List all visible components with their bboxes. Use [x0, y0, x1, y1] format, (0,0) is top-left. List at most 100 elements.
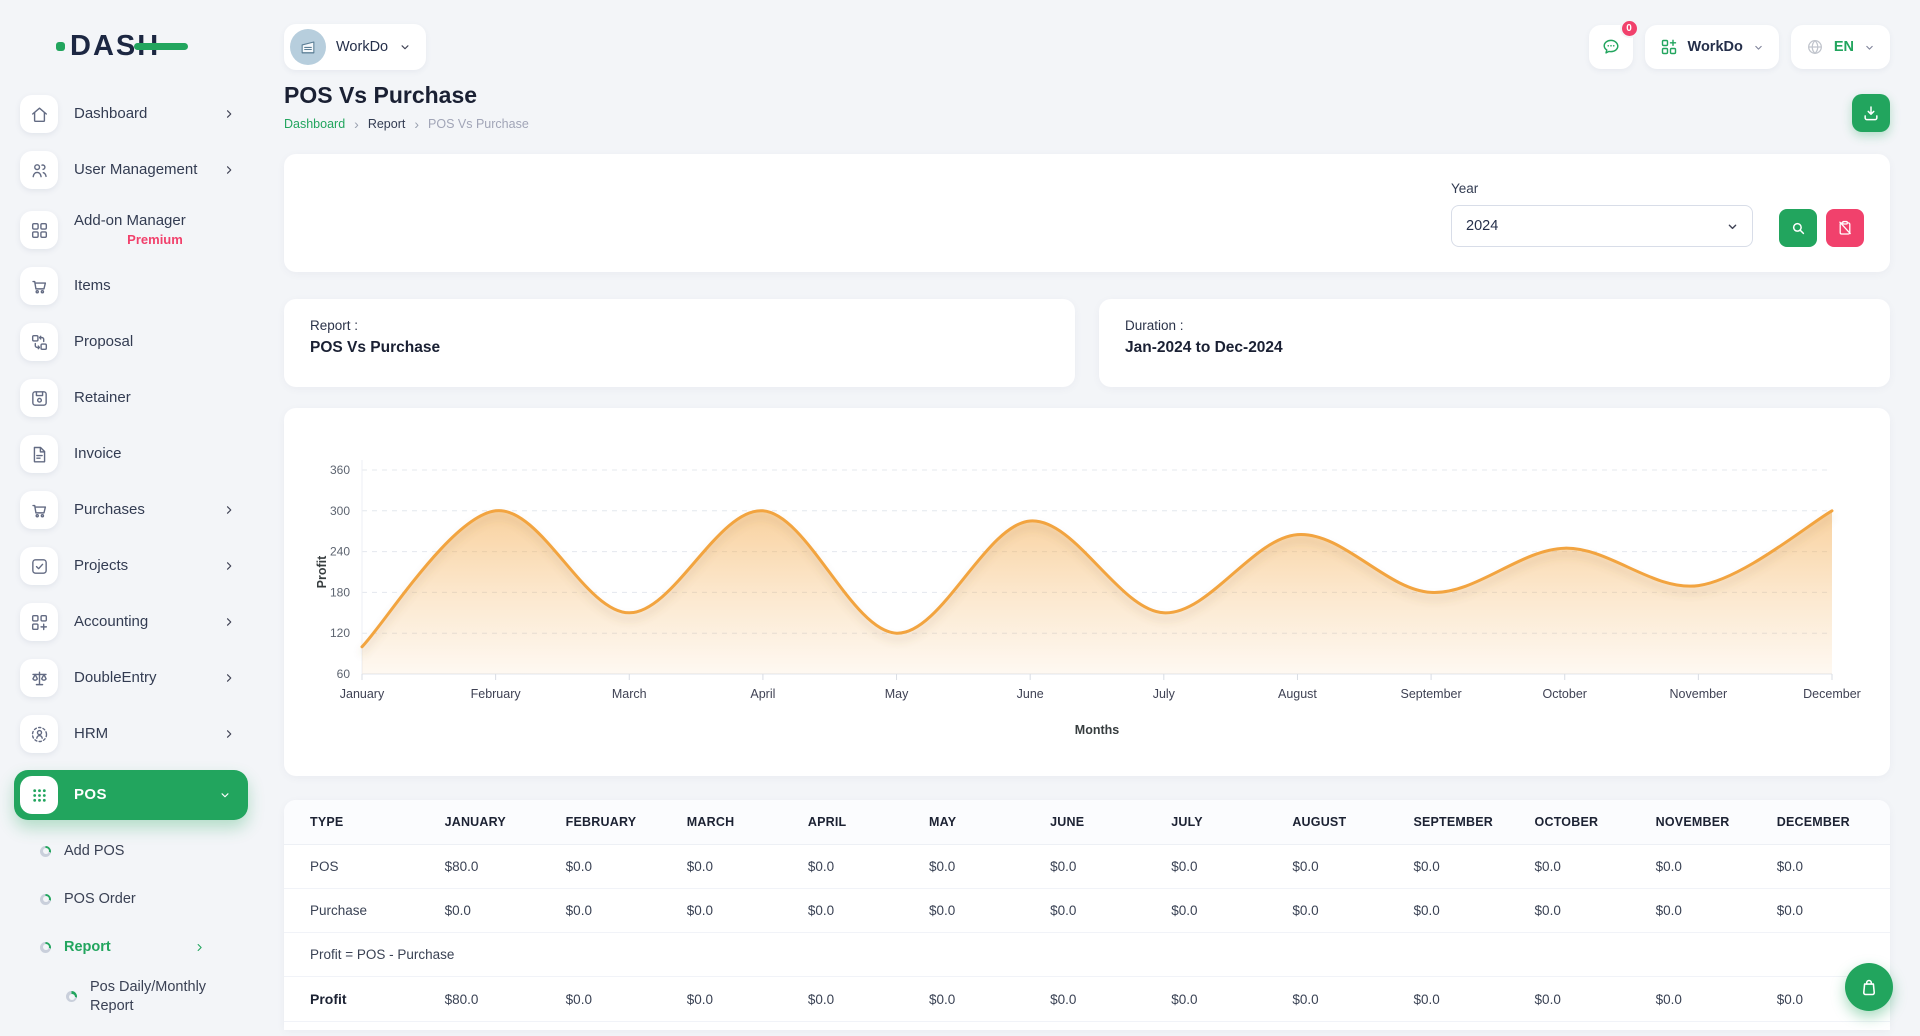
sidebar-item-dashboard[interactable]: Dashboard [16, 94, 246, 134]
table-row-purchase: Purchase$0.0$0.0$0.0$0.0$0.0$0.0$0.0$0.0… [284, 889, 1890, 933]
cell-value: $0.0 [1527, 977, 1648, 1022]
language-button[interactable]: EN [1791, 25, 1890, 69]
page-header: POS Vs Purchase Dashboard › Report › POS… [284, 82, 1890, 132]
pos-cart-fab[interactable] [1845, 963, 1893, 1011]
reset-filter-button[interactable] [1826, 209, 1864, 247]
messages-badge: 0 [1620, 19, 1639, 38]
svg-text:July: July [1153, 687, 1176, 701]
cart-icon [20, 491, 58, 529]
column-header: SEPTEMBER [1405, 800, 1526, 845]
column-header: NOVEMBER [1648, 800, 1769, 845]
messages-button[interactable]: 0 [1589, 25, 1633, 69]
breadcrumb-report-link[interactable]: Report [368, 117, 406, 131]
table-row-profit: Profit$80.0$0.0$0.0$0.0$0.0$0.0$0.0$0.0$… [284, 977, 1890, 1022]
sidebar-item-report[interactable]: Report [40, 930, 246, 964]
cell-value: $0.0 [1405, 889, 1526, 933]
chevron-down-icon [398, 40, 412, 54]
year-filter-group: Year 2024 [1451, 181, 1753, 247]
sidebar-item-add-on-manager[interactable]: Add-on ManagerPremium [16, 206, 246, 254]
column-header: OCTOBER [1527, 800, 1648, 845]
cell-value: $0.0 [1405, 977, 1526, 1022]
workspace-switcher[interactable]: WorkDo [284, 24, 426, 70]
globe-icon [1805, 37, 1825, 57]
chevron-right-icon [222, 107, 236, 121]
row-label: POS [284, 845, 437, 889]
svg-text:180: 180 [330, 585, 350, 599]
cell-value: $0.0 [1405, 845, 1526, 889]
sidebar-item-label: POS [74, 786, 202, 804]
svg-text:January: January [340, 687, 385, 701]
sidebar-item-label: Projects [74, 557, 206, 575]
svg-text:Months: Months [1075, 723, 1119, 737]
cell-value: $0.0 [1648, 889, 1769, 933]
svg-text:May: May [885, 687, 909, 701]
sidebar-item-pos-daily-monthly-report[interactable]: Pos Daily/Monthly Report [66, 978, 236, 1016]
svg-text:Profit: Profit [315, 555, 329, 588]
breadcrumb: Dashboard › Report › POS Vs Purchase [284, 117, 529, 131]
svg-text:360: 360 [330, 463, 350, 477]
search-icon [1789, 219, 1807, 237]
apps-icon [20, 211, 58, 249]
row-label: Purchase [284, 889, 437, 933]
breadcrumb-separator-icon: › [354, 117, 359, 131]
svg-text:November: November [1670, 687, 1728, 701]
apps-button[interactable]: WorkDo [1645, 25, 1779, 69]
cell-value: $0.0 [1527, 845, 1648, 889]
chevron-right-icon [222, 503, 236, 517]
column-header: MARCH [679, 800, 800, 845]
table-header-row: TYPEJANUARYFEBRUARYMARCHAPRILMAYJUNEJULY… [284, 800, 1890, 845]
column-header: JUNE [1042, 800, 1163, 845]
sidebar-item-doubleentry[interactable]: DoubleEntry [16, 658, 246, 698]
search-button[interactable] [1779, 209, 1817, 247]
sidebar-item-pos[interactable]: POS [14, 770, 248, 820]
row-label: Profit [284, 977, 437, 1022]
cell-value: $0.0 [558, 845, 679, 889]
scale-icon [20, 659, 58, 697]
sidebar-item-label: HRM [74, 725, 206, 743]
duration-card: Duration : Jan-2024 to Dec-2024 [1099, 299, 1890, 387]
sidebar-item-pos-order[interactable]: POS Order [40, 882, 246, 916]
breadcrumb-current: POS Vs Purchase [428, 117, 529, 131]
brand-logo[interactable]: DASH [56, 28, 206, 64]
svg-text:120: 120 [330, 626, 350, 640]
summary-cards-row: Report : POS Vs Purchase Duration : Jan-… [284, 299, 1890, 387]
sidebar-item-invoice[interactable]: Invoice [16, 434, 246, 474]
chevron-down-icon [1863, 41, 1876, 54]
sidebar-item-user-management[interactable]: User Management [16, 150, 246, 190]
filter-card: Year 2024 [284, 154, 1890, 272]
cell-value: $0.0 [1163, 889, 1284, 933]
breadcrumb-dashboard-link[interactable]: Dashboard [284, 117, 345, 131]
download-button[interactable] [1852, 94, 1890, 132]
chevron-right-icon [193, 941, 206, 954]
premium-badge: Premium [74, 232, 236, 248]
sidebar-item-hrm[interactable]: HRM [16, 714, 246, 754]
column-header: AUGUST [1284, 800, 1405, 845]
year-select[interactable]: 2024 [1451, 205, 1753, 247]
clipboard-slash-icon [1836, 219, 1854, 237]
sidebar-item-label: Invoice [74, 445, 236, 463]
chat-icon [1600, 36, 1622, 58]
sidebar-item-accounting[interactable]: Accounting [16, 602, 246, 642]
chevron-right-icon [222, 727, 236, 741]
cell-value: $0.0 [1042, 977, 1163, 1022]
cart-icon [20, 267, 58, 305]
topbar-actions: 0 WorkDo [1589, 25, 1890, 69]
users-icon [20, 151, 58, 189]
sidebar-item-items[interactable]: Items [16, 266, 246, 306]
sidebar-item-proposal[interactable]: Proposal [16, 322, 246, 362]
sidebar-item-label: Add POS [64, 843, 124, 859]
sidebar: DASH Dashboard User Management Add-on Mana… [0, 0, 262, 1036]
workspace-avatar-building-icon [290, 29, 326, 65]
sidebar-item-label: Proposal [74, 333, 236, 351]
sidebar-item-retainer[interactable]: Retainer [16, 378, 246, 418]
cell-value: $0.0 [1648, 845, 1769, 889]
svg-text:June: June [1017, 687, 1044, 701]
sidebar-item-projects[interactable]: Projects [16, 546, 246, 586]
svg-text:60: 60 [337, 667, 351, 681]
cell-value: $0.0 [800, 889, 921, 933]
svg-text:April: April [750, 687, 775, 701]
sidebar-item-label: User Management [74, 161, 206, 179]
logo-accent-bar [134, 43, 188, 50]
sidebar-item-add-pos[interactable]: Add POS [40, 834, 246, 868]
sidebar-item-purchases[interactable]: Purchases [16, 490, 246, 530]
